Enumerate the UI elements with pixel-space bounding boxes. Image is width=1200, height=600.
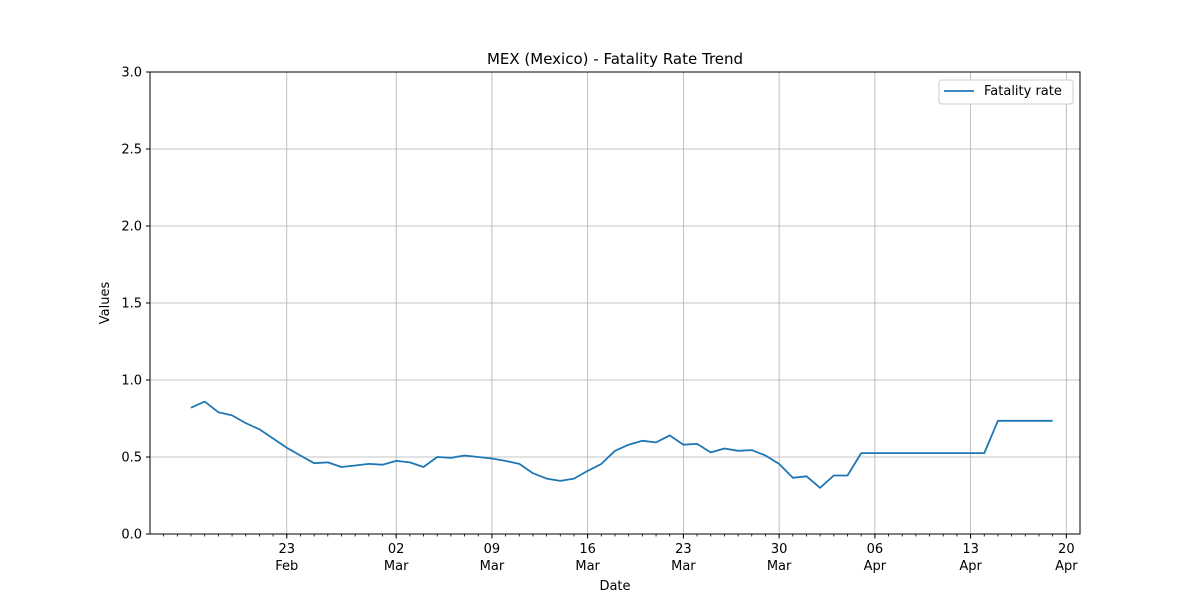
y-tick-label: 3.0 (121, 66, 142, 81)
x-tick-label-day: 13 (962, 542, 979, 557)
x-tick-label-day: 20 (1058, 542, 1075, 557)
x-tick-label-day: 23 (675, 542, 692, 557)
x-tick-label-month: Apr (1055, 559, 1078, 574)
x-tick-label-day: 06 (867, 542, 884, 557)
y-tick-label: 1.0 (121, 374, 142, 389)
y-axis-title: Values (98, 282, 113, 325)
x-tick-label-month: Mar (384, 559, 409, 574)
x-tick-label-month: Apr (959, 559, 982, 574)
x-tick-label-month: Mar (575, 559, 600, 574)
legend-box (938, 79, 1074, 105)
y-tick-label: 2.0 (121, 220, 142, 235)
x-tick-label-month: Mar (480, 559, 505, 574)
x-tick-label-month: Apr (864, 559, 887, 574)
x-tick-label-day: 09 (484, 542, 501, 557)
x-tick-label-day: 23 (278, 542, 295, 557)
x-tick-label-day: 30 (771, 542, 788, 557)
series-line-fatality-rate (190, 400, 1053, 489)
legend: Fatality rate (938, 79, 1074, 105)
legend-label-fatality-rate: Fatality rate (984, 84, 1062, 99)
x-axis-title: Date (599, 579, 630, 594)
chart-title: MEX (Mexico) - Fatality Rate Trend (487, 50, 743, 68)
y-tick-label: 0.5 (121, 451, 142, 466)
x-tick-label-month: Mar (671, 559, 696, 574)
x-tick-label-month: Mar (767, 559, 792, 574)
y-tick-label: 2.5 (121, 143, 142, 158)
y-tick-label: 0.0 (121, 528, 142, 543)
x-tick-label-day: 02 (388, 542, 405, 557)
axis-ticks: 0.0 0.5 1.0 1.5 2.0 2.5 3.0 23 Feb 02 Mar 09 Mar 16 Ma… (121, 66, 1078, 575)
y-tick-label: 1.5 (121, 297, 142, 312)
gridlines (150, 71, 1080, 535)
x-tick-label-day: 16 (579, 542, 596, 557)
x-tick-label-month: Feb (275, 559, 298, 574)
